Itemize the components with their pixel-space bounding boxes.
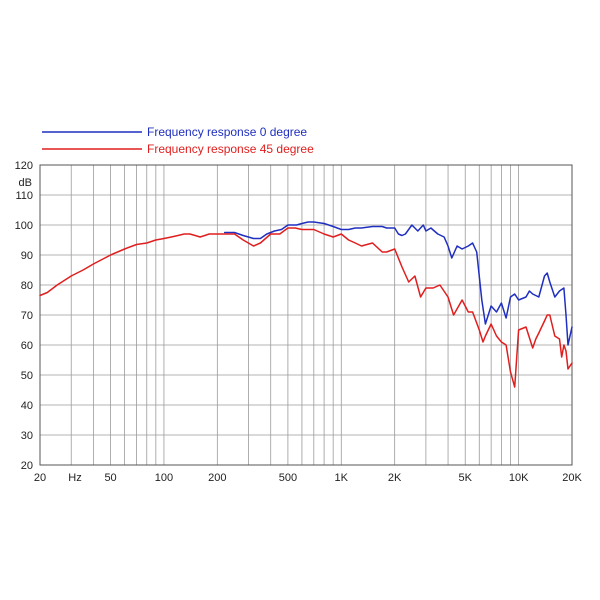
x-tick-label: 20K (562, 472, 582, 484)
y-tick-label: 20 (21, 460, 33, 472)
x-tick-label: 5K (459, 472, 473, 484)
y-tick-label: 100 (15, 220, 33, 232)
grid (40, 165, 572, 465)
y-tick-label: 80 (21, 280, 33, 292)
x-tick-label: 50 (104, 472, 116, 484)
x-tick-label: 1K (335, 472, 349, 484)
legend: Frequency response 0 degree Frequency re… (42, 125, 314, 156)
x-tick-label: 100 (155, 472, 173, 484)
x-axis-unit-label: Hz (68, 472, 81, 484)
x-tick-label: 2K (388, 472, 402, 484)
y-tick-label: 70 (21, 310, 33, 322)
y-axis-unit-label: dB (19, 177, 32, 189)
y-tick-label: 30 (21, 430, 33, 442)
x-tick-label: 200 (208, 472, 226, 484)
x-tick-label: 10K (509, 472, 529, 484)
plot-frame (39, 164, 573, 466)
series-line-0-degree (223, 221, 573, 346)
y-tick-label: 90 (21, 250, 33, 262)
curves (39, 221, 573, 388)
y-tick-label: 50 (21, 370, 33, 382)
x-tick-label: 500 (279, 472, 297, 484)
x-tick-label: 20 (34, 472, 46, 484)
y-tick-label: 120 (15, 160, 33, 172)
legend-label-45-degree: Frequency response 45 degree (147, 142, 314, 156)
y-tick-label: 60 (21, 340, 33, 352)
y-tick-label: 110 (15, 190, 33, 202)
legend-label-0-degree: Frequency response 0 degree (147, 125, 307, 139)
series-line-45-degree (39, 227, 573, 388)
axis-ticks: 20 30 40 50 60 70 80 90 100 110 120 20 50 100 200 500 1K… (15, 160, 583, 484)
y-tick-label: 40 (21, 400, 33, 412)
